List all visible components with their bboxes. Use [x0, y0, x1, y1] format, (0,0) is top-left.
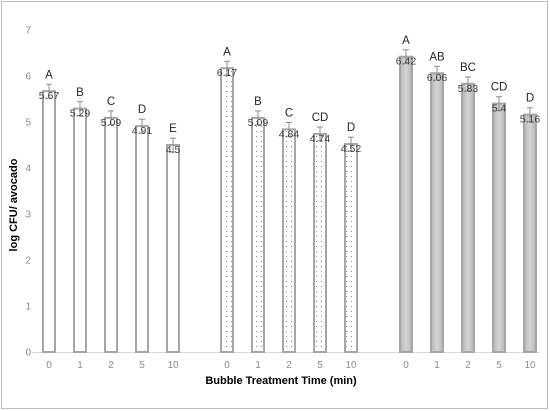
- y-tick-label: 0: [25, 348, 31, 359]
- bar: [42, 90, 56, 354]
- error-bar: [286, 121, 292, 137]
- x-tick-label: 5: [139, 360, 145, 371]
- x-tick-label: 1: [255, 360, 261, 371]
- x-tick-label: 2: [108, 360, 114, 371]
- bar: [220, 67, 234, 354]
- error-bar: [403, 49, 409, 65]
- significance-letter: A: [45, 69, 53, 81]
- bar: [399, 55, 413, 354]
- significance-letter: C: [107, 96, 115, 108]
- error-bar: [77, 101, 83, 117]
- significance-letter: C: [285, 107, 293, 119]
- y-tick-label: 5: [25, 118, 31, 129]
- error-bar: [317, 126, 323, 142]
- x-tick-label: 1: [434, 360, 440, 371]
- data-label: 4.5: [166, 144, 181, 156]
- significance-letter: D: [138, 104, 146, 116]
- significance-letter: D: [347, 122, 355, 134]
- x-axis-label: Bubble Treatment Time (min): [205, 375, 357, 387]
- data-label: 5.83: [458, 83, 479, 95]
- x-tick-label: 5: [317, 360, 323, 371]
- significance-letter: BC: [460, 62, 476, 74]
- error-bar: [348, 136, 354, 152]
- significance-letter: B: [254, 96, 262, 108]
- error-bar: [108, 110, 114, 126]
- x-tick-label: 2: [286, 360, 292, 371]
- significance-letter: CD: [312, 112, 329, 124]
- data-label: 4.52: [341, 143, 362, 155]
- bar: [135, 125, 149, 353]
- error-bar: [224, 60, 230, 76]
- bar: [104, 116, 118, 353]
- x-tick-label: 10: [524, 360, 536, 371]
- y-tick-label: 6: [25, 72, 31, 83]
- x-tick-label: 0: [46, 360, 52, 371]
- data-label: 6.17: [217, 67, 238, 79]
- bar: [282, 128, 296, 353]
- y-tick-label: 3: [25, 210, 31, 221]
- bar-group-1: A 5.67 B 5.29 C 5.09 D 4.91 E 4.5: [39, 69, 181, 354]
- bar: [492, 102, 506, 353]
- data-label: 5.67: [39, 90, 60, 102]
- x-tick-label: 10: [167, 360, 179, 371]
- error-bar: [527, 107, 533, 123]
- bar: [461, 82, 475, 353]
- error-bar: [434, 65, 440, 81]
- bar: [166, 144, 180, 353]
- data-label: 5.29: [70, 108, 91, 120]
- data-label: 6.06: [427, 72, 448, 84]
- x-tick-label: 1: [77, 360, 83, 371]
- bar: [313, 132, 327, 353]
- data-label: 5.09: [101, 117, 122, 129]
- significance-letter: A: [402, 35, 410, 47]
- data-label: 5.16: [520, 114, 541, 126]
- error-bar: [46, 83, 52, 99]
- x-tick-label: 0: [224, 360, 230, 371]
- error-bar: [170, 137, 176, 153]
- data-label: 4.74: [310, 133, 331, 145]
- significance-letter: D: [526, 93, 534, 105]
- error-bar: [496, 96, 502, 111]
- bar: [523, 113, 537, 353]
- error-bar: [139, 118, 145, 134]
- significance-letter: AB: [429, 51, 445, 63]
- x-tick-label: 2: [465, 360, 471, 371]
- significance-letter: E: [169, 123, 177, 135]
- error-bar: [465, 76, 471, 92]
- error-bar: [255, 110, 261, 126]
- data-label: 5.09: [248, 117, 269, 129]
- y-tick-label: 7: [25, 26, 31, 37]
- bar: [73, 107, 87, 353]
- x-tick-label: 5: [496, 360, 502, 371]
- bar: [430, 72, 444, 354]
- y-tick-label: 4: [25, 164, 31, 175]
- bar-group-2: A 6.17 B 5.09 C 4.84 CD 4.74 D 4.52: [217, 46, 362, 354]
- bar: [344, 143, 358, 353]
- bar: [251, 116, 265, 353]
- bar-group-3: A 6.42 AB 6.06 BC 5.83 CD 5.4 D 5.16: [396, 35, 541, 354]
- y-tick-label: 2: [25, 256, 31, 267]
- data-label: 5.4: [492, 103, 507, 115]
- x-tick-label: 0: [403, 360, 409, 371]
- data-label: 4.84: [279, 128, 300, 140]
- significance-letter: CD: [491, 82, 508, 94]
- significance-letter: A: [223, 46, 231, 58]
- y-tick-label: 1: [25, 302, 31, 313]
- y-axis-label: log CFU/ avocado: [8, 158, 20, 251]
- significance-letter: B: [76, 87, 84, 99]
- x-tick-label: 10: [345, 360, 357, 371]
- data-label: 4.91: [132, 125, 153, 137]
- data-label: 6.42: [396, 56, 417, 68]
